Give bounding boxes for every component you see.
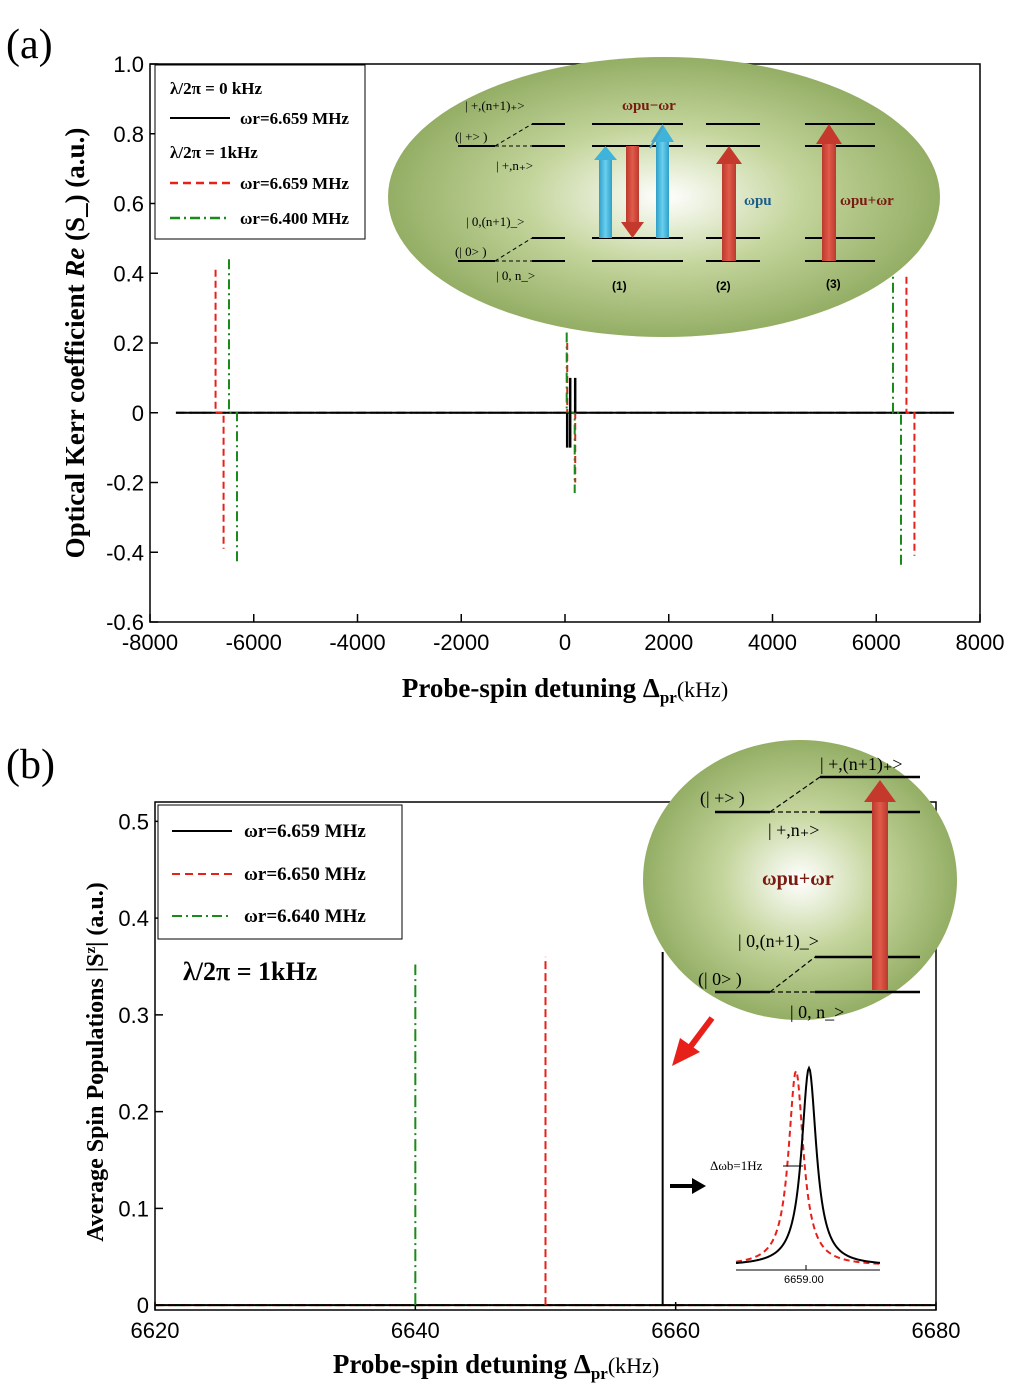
b-ytick-label: 0: [137, 1293, 149, 1318]
b-inset-levels: [715, 775, 920, 994]
a-legend-header-2: λ/2π = 1kHz: [170, 143, 258, 162]
a-ytick-label: 0.6: [113, 192, 144, 217]
plot-b-frame: [154, 801, 937, 1311]
b-inset-lower-bare: (| 0> ): [698, 969, 742, 990]
zoom-red-curve: [735, 1068, 881, 1265]
b-data-series: [155, 951, 936, 1307]
panel-a-label: (a): [6, 22, 53, 68]
a-ytick-label: 0.8: [113, 122, 144, 147]
a-energy-inset: | +,(n+1)₊> (| +> ) | +,n₊> | 0,(n+1)_> …: [388, 57, 940, 337]
a-xtick-label: -6000: [226, 630, 282, 655]
a-ytick-label: 0.2: [113, 331, 144, 356]
b-inset-top-state: | +,(n+1)₊>: [820, 754, 903, 775]
b-inset-splitting: [769, 776, 821, 993]
a-process-1-arrows: [594, 124, 674, 238]
a-process-3-arrow: [816, 124, 842, 261]
b-ytick-label: 0.3: [118, 1003, 149, 1028]
a-y-axis-title: Optical Kerr coefficient Re (S_) (a.u.): [60, 128, 90, 559]
a-xtick-label: 8000: [956, 630, 1005, 655]
panel-b-label: (b): [6, 742, 55, 788]
a-label-diff: ωpu−ωr: [622, 98, 676, 114]
a-label-sum: ωpu+ωr: [840, 193, 894, 209]
a-xtick-label: -2000: [433, 630, 489, 655]
a-spike: [228, 259, 238, 563]
a-inset-lower-dressed: | 0, n_>: [496, 268, 535, 283]
a-inset-levels: [458, 123, 875, 262]
a-ytick-label: 0.4: [113, 261, 144, 286]
a-spike: [905, 276, 916, 556]
a-inset-upper-dressed: | +,n₊>: [496, 158, 533, 173]
b-red-pointer-arrow: [672, 1016, 715, 1066]
a-xtick-label: -4000: [329, 630, 385, 655]
a-xtick-label: 6000: [852, 630, 901, 655]
a-xtick-label: 4000: [748, 630, 797, 655]
b-legend-label-1: ωr=6.659 MHz: [244, 821, 366, 842]
a-y-ticks: -0.6 -0.4 -0.2 0 0.2 0.4 0.6 0.8 1.0: [106, 52, 158, 635]
panel-a: (a) -0.6 -0.4 -0.2 0 0.2 0.4 0.6 0.8 1.0 -8000 -6…: [6, 22, 1004, 707]
a-ytick-label: -0.2: [106, 471, 144, 496]
b-ytick-label: 0.1: [118, 1196, 149, 1221]
b-y-ticks: 0 0.1 0.2 0.3 0.4 0.5: [118, 809, 163, 1318]
a-legend-label-3: ωr=6.400 MHz: [240, 209, 349, 228]
b-sum-arrow-shaft: [872, 800, 888, 990]
a-inset-splitting: [494, 123, 533, 262]
a-data-series: [175, 259, 955, 567]
a-legend: λ/2π = 0 kHz ωr=6.659 MHz λ/2π = 1kHz ωr…: [154, 64, 366, 240]
panel-b: (b) 0 0.1 0.2 0.3 0.4 0.5 6620 6640 6660 6680 Av…: [6, 740, 960, 1383]
b-zoom-inset: 6659.00 Δωb=1Hz: [710, 1065, 881, 1286]
a-process-label-3: (3): [826, 277, 841, 291]
a-inset-lower-bare: (| 0> ): [455, 244, 487, 259]
a-xtick-label: 0: [559, 630, 571, 655]
a-legend-label-2: ωr=6.659 MHz: [240, 174, 349, 193]
b-xtick-label: 6640: [391, 1318, 440, 1343]
a-legend-label-1: ωr=6.659 MHz: [240, 109, 349, 128]
b-inset-upper-dressed: | +,n₊>: [768, 820, 819, 840]
a-inset-top-state: | +,(n+1)₊>: [465, 98, 525, 113]
b-xtick-label: 6680: [912, 1318, 961, 1343]
b-energy-inset: | +,(n+1)₊> (| +> ) | +,n₊> ωpu+ωr | 0,(…: [643, 740, 957, 1022]
b-black-pointer-arrow: [670, 1178, 706, 1194]
b-ytick-label: 0.5: [118, 809, 149, 834]
b-x-axis-title: Probe-spin detuning Δpr(kHz): [333, 1349, 659, 1383]
a-legend-header-1: λ/2π = 0 kHz: [170, 79, 263, 98]
b-inset-lower-dressed: | 0, n_>: [790, 1002, 844, 1022]
a-ytick-label: 0: [132, 401, 144, 426]
a-process-2-arrow: [716, 146, 742, 261]
b-label-sum: ωpu+ωr: [762, 868, 834, 890]
b-x-ticks: 6620 6640 6660 6680: [131, 1302, 961, 1343]
zoom-xtick: 6659.00: [784, 1274, 824, 1286]
b-sum-arrow-head: [864, 780, 896, 802]
a-ytick-label: -0.4: [106, 540, 144, 565]
a-inset-lower-state: | 0,(n+1)_>: [466, 214, 524, 229]
b-legend: ωr=6.659 MHz ωr=6.650 MHz ωr=6.640 MHz: [157, 804, 403, 940]
b-xtick-label: 6620: [131, 1318, 180, 1343]
b-legend-label-2: ωr=6.650 MHz: [244, 864, 366, 885]
a-spike: [892, 262, 902, 567]
b-ytick-label: 0.2: [118, 1100, 149, 1125]
a-xtick-label: -8000: [122, 630, 178, 655]
a-x-ticks: -8000 -6000 -4000 -2000 0 2000 4000 6000 8000: [122, 614, 1005, 655]
a-label-pu: ωpu: [744, 193, 772, 209]
a-inset-upper-bare: (| +> ): [455, 129, 487, 144]
zoom-black-curve: [735, 1065, 881, 1265]
b-xtick-label: 6660: [651, 1318, 700, 1343]
b-annotation-lambda: λ/2π = 1kHz: [183, 957, 317, 986]
a-process-label-2: (2): [716, 279, 731, 293]
b-y-axis-title: Average Spin Populations |Sz| (a.u.): [83, 882, 109, 1242]
a-ytick-label: 1.0: [113, 52, 144, 77]
a-process-label-1: (1): [612, 279, 627, 293]
b-ytick-label: 0.4: [118, 906, 149, 931]
zoom-annotation: Δωb=1Hz: [710, 1158, 763, 1173]
b-legend-label-3: ωr=6.640 MHz: [244, 906, 366, 927]
a-x-axis-title: Probe-spin detuning Δpr(kHz): [402, 673, 728, 707]
a-spike: [214, 269, 225, 549]
b-inset-upper-bare: (| +> ): [700, 788, 745, 809]
b-inset-lower-state: | 0,(n+1)_>: [738, 931, 819, 952]
a-ytick-label: -0.6: [106, 610, 144, 635]
a-xtick-label: 2000: [644, 630, 693, 655]
